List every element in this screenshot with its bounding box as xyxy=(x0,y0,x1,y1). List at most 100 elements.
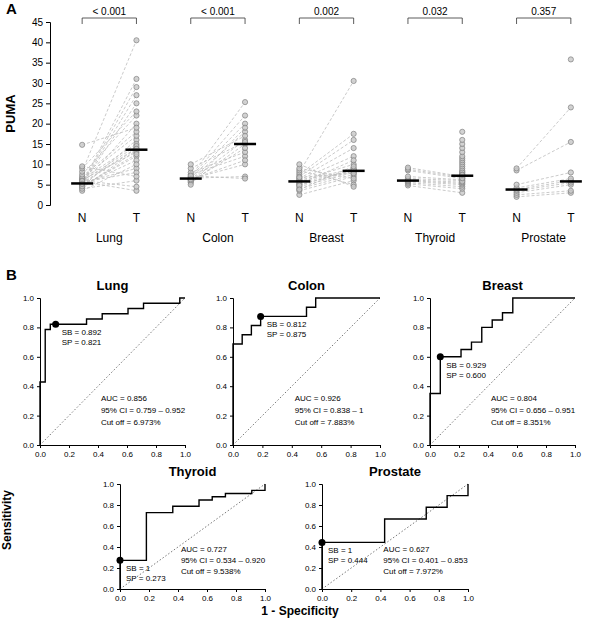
tick-label: 0.8 xyxy=(305,501,317,510)
tick: 5 xyxy=(37,179,50,190)
tick-label: 0.8 xyxy=(346,450,358,459)
category-label: N xyxy=(512,211,521,225)
tick-mark xyxy=(427,327,430,328)
point xyxy=(351,158,356,163)
group-label: Prostate xyxy=(521,231,566,245)
tick: 20 xyxy=(32,118,50,129)
p-value: 0.357 xyxy=(531,6,556,17)
tick: 0.8 xyxy=(231,589,243,603)
tick-mark xyxy=(46,22,50,23)
tick-label: 0.0 xyxy=(103,585,115,594)
pair-line xyxy=(299,164,353,186)
tick: 0.2 xyxy=(413,412,430,421)
pair-line xyxy=(191,128,245,185)
tick-label: 1.0 xyxy=(180,450,192,459)
x-axis: 0.00.20.40.60.81.0 xyxy=(228,445,387,459)
pair-line xyxy=(82,154,136,186)
point xyxy=(242,125,247,130)
tick: 0.8 xyxy=(305,501,322,510)
pair-line xyxy=(82,140,136,187)
point xyxy=(134,76,139,81)
pair-line xyxy=(191,164,245,179)
x-axis: 0.00.20.40.60.81.0 xyxy=(425,445,582,459)
tick-mark xyxy=(117,526,120,527)
annotation: AUC = 0.727 xyxy=(181,545,228,554)
tick-label: 1.0 xyxy=(463,594,475,603)
tick-mark xyxy=(439,589,440,592)
tick: 0.0 xyxy=(216,441,233,450)
tick-label: 35 xyxy=(32,57,44,68)
tick-label: 0.4 xyxy=(216,382,228,391)
tick-mark xyxy=(46,103,50,104)
annotation: SP = 0.600 xyxy=(446,371,486,380)
cutoff-point xyxy=(319,539,326,546)
tick-label: 0.2 xyxy=(216,412,228,421)
tick-label: 0.8 xyxy=(541,450,553,459)
y-axis-title: Sensitivity xyxy=(0,490,14,550)
point xyxy=(134,109,139,114)
tick-label: 5 xyxy=(37,179,43,190)
tick: 0.2 xyxy=(305,564,322,573)
tick-mark xyxy=(319,505,322,506)
chart-title: Thyroid xyxy=(169,464,217,479)
tick: 0.0 xyxy=(23,441,40,450)
tick-label: 0.0 xyxy=(413,441,425,450)
tick-mark xyxy=(427,445,430,446)
point xyxy=(460,129,465,134)
tick: 0.8 xyxy=(541,445,553,459)
tick-mark xyxy=(517,445,518,448)
tick-label: 0.8 xyxy=(103,501,115,510)
p-value: 0.032 xyxy=(423,6,448,17)
y-axis: 0.00.20.40.60.81.0 xyxy=(103,480,121,594)
cutoff-point xyxy=(52,321,59,328)
plot-area xyxy=(319,484,469,589)
tick: 1.0 xyxy=(23,294,40,303)
tick: 45 xyxy=(32,17,50,28)
annotation: 95% CI = 0.838 – 1 xyxy=(295,406,364,415)
tick: 40 xyxy=(32,37,50,48)
category-label: T xyxy=(350,211,358,225)
tick-label: 0.6 xyxy=(405,594,417,603)
annotation: 95% CI = 0.534 – 0.920 xyxy=(181,556,266,565)
tick-mark xyxy=(149,589,150,592)
tick-mark xyxy=(230,445,233,446)
plot-area xyxy=(117,484,266,589)
tick: 0.8 xyxy=(151,445,163,459)
chart-title: Colon xyxy=(288,278,325,293)
tick-label: 15 xyxy=(32,139,44,150)
tick-mark xyxy=(156,445,157,448)
roc-curve xyxy=(233,298,380,445)
tick: 1.0 xyxy=(570,445,582,459)
point xyxy=(514,182,519,187)
tick-label: 0.4 xyxy=(375,594,387,603)
tick-label: 0.6 xyxy=(305,522,317,531)
tick: 0.4 xyxy=(23,382,40,391)
point xyxy=(297,182,302,187)
point xyxy=(134,125,139,130)
reference-line xyxy=(430,298,575,445)
pair-line xyxy=(517,107,571,168)
tick-mark xyxy=(46,164,50,165)
tick: 0.2 xyxy=(346,589,358,603)
tick: 0.0 xyxy=(103,585,120,594)
tick: 1.0 xyxy=(260,589,272,603)
tick-label: 0.0 xyxy=(216,441,228,450)
tick-mark xyxy=(319,589,322,590)
tick: 0.2 xyxy=(64,445,76,459)
tick: 0.0 xyxy=(228,445,240,459)
tick-mark xyxy=(468,589,469,592)
pair-line xyxy=(191,116,245,178)
median xyxy=(288,180,310,183)
y-axis: 0.00.20.40.60.81.0 xyxy=(305,480,323,594)
tick: 0.2 xyxy=(257,445,269,459)
tick-mark xyxy=(575,445,576,448)
tick-label: 0.6 xyxy=(512,450,524,459)
pair-line xyxy=(191,160,245,179)
tick-mark xyxy=(427,298,430,299)
annotation: 95% CI = 0.401 – 0.853 xyxy=(383,556,468,565)
p-value: < 0.001 xyxy=(201,6,235,17)
pair-line xyxy=(82,116,136,175)
tick-label: 0.8 xyxy=(231,594,243,603)
plot-area xyxy=(71,38,582,200)
bracket xyxy=(517,18,571,24)
